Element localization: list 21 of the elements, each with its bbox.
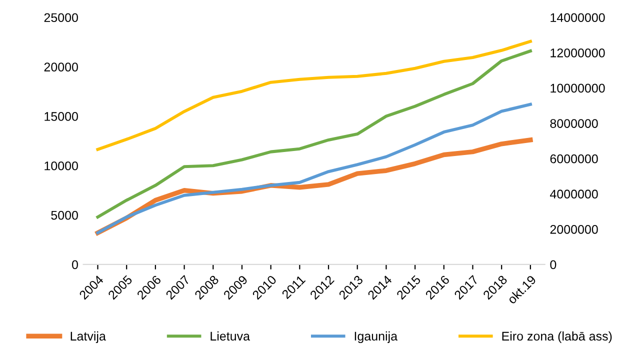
y2-tick-label: 0 xyxy=(550,260,556,270)
y2-tick-label: 14000000 xyxy=(550,13,605,22)
y2-tick-label: 6000000 xyxy=(550,154,598,164)
legend-label: Lietuva xyxy=(210,331,250,341)
line-series xyxy=(96,49,532,219)
legend-label: Latvija xyxy=(70,331,106,344)
y-tick-label: 20000 xyxy=(44,62,78,72)
legend-label: Igaunija xyxy=(354,331,398,344)
y2-tick-label: 8000000 xyxy=(550,119,598,128)
y-tick-label: 5000 xyxy=(51,210,78,220)
legend-label: Eiro zona (labā ass) xyxy=(502,331,612,344)
y-tick-label: 25000 xyxy=(44,13,78,22)
y2-tick-label: 10000000 xyxy=(550,84,605,93)
y2-tick-label: 4000000 xyxy=(550,190,598,199)
y-tick-label: 0 xyxy=(72,260,78,270)
y-tick-label: 15000 xyxy=(44,112,78,121)
line-series xyxy=(96,102,532,234)
line-series xyxy=(96,40,532,151)
y-tick-label: 10000 xyxy=(44,161,78,170)
y2-tick-label: 12000000 xyxy=(550,48,605,58)
y2-tick-label: 2000000 xyxy=(550,224,598,234)
